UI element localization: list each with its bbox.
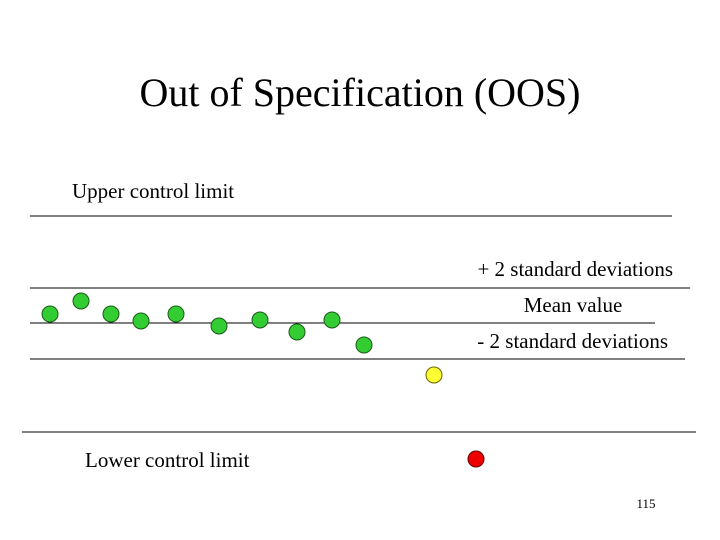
measurement-dot (102, 305, 120, 323)
measurement-dot (210, 317, 228, 335)
measurement-dot (167, 305, 185, 323)
upper-limit-label: Upper control limit (72, 179, 234, 203)
plus-2sd-label: + 2 standard deviations (477, 257, 673, 281)
measurement-dot (288, 323, 306, 341)
slide-title: Out of Specification (OOS) (139, 70, 580, 115)
measurement-dot (132, 312, 150, 330)
lower-limit-label: Lower control limit (85, 448, 250, 472)
measurement-dot (251, 311, 269, 329)
measurement-dot (323, 311, 341, 329)
measurement-dot (41, 305, 59, 323)
minus-2sd-label: - 2 standard deviations (477, 329, 668, 353)
measurement-dot (72, 292, 90, 310)
warning-dot (425, 366, 443, 384)
measurement-dot (355, 336, 373, 354)
page-number: 115 (636, 496, 655, 511)
oos-dot (467, 450, 485, 468)
mean-label: Mean value (524, 293, 623, 317)
measurements (41, 292, 485, 468)
